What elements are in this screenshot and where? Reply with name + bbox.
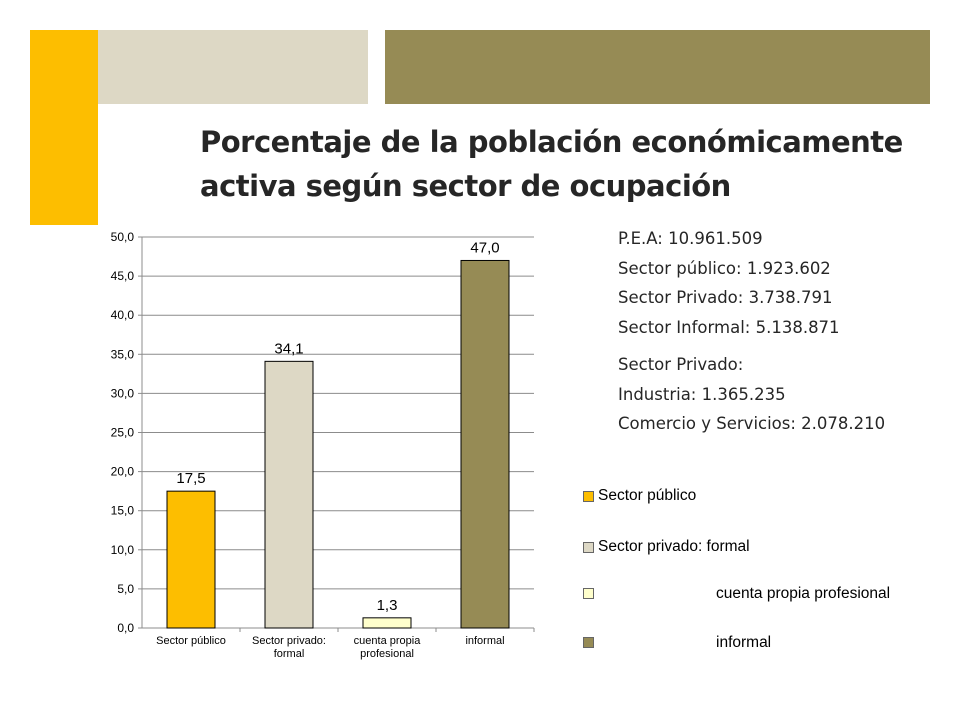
y-tick-label: 5,0 [117,582,134,596]
x-category-label: profesional [360,648,414,660]
stat-industria: Industria: 1.365.235 [618,384,786,404]
legend-swatch [583,588,594,599]
decor-olive-block [385,30,930,104]
bar [166,490,216,629]
x-category-label: formal [274,648,305,660]
x-category-label: cuenta propia [354,635,422,647]
y-tick-label: 45,0 [111,269,135,283]
y-tick-label: 10,0 [111,543,135,557]
legend-item: informal [583,634,771,651]
legend-label: cuenta propia profesional [716,584,891,602]
y-tick-label: 30,0 [111,386,135,400]
stat-privado-heading: Sector Privado: [618,355,744,374]
bar-value-label: 34,1 [274,340,303,357]
y-tick-label: 0,0 [117,621,134,635]
x-category-label: Sector privado: [252,635,326,647]
decor-beige-block [98,30,368,104]
legend-label: Sector público [598,487,697,504]
legend-item: cuenta propia profesional [583,585,890,602]
x-category-label: informal [465,635,504,647]
stat-comercio-servicios: Comercio y Servicios: 2.078.210 [618,414,886,433]
legend-label: informal [716,633,772,651]
stats-panel: P.E.A: 10.961.509 Sector público: 1.923.… [618,224,885,439]
bar-value-label: 47,0 [470,239,499,256]
decor-yellow-block [30,30,98,225]
legend-label: Sector privado: formal [598,538,750,555]
bar [264,360,314,629]
bar-value-label: 17,5 [176,470,205,487]
bar [362,617,412,629]
bar-value-label: 1,3 [377,597,398,614]
legend-item: Sector privado: formal [583,538,750,556]
stat-sector-publico: Sector público: 1.923.602 [618,258,831,278]
legend-swatch [583,490,594,502]
title-line-2: activa según sector de ocupación [200,169,731,203]
bar [460,259,510,629]
stat-pea: P.E.A: 10.961.509 [618,229,763,248]
legend-swatch [583,541,594,553]
stat-sector-privado: Sector Privado: 3.738.791 [618,288,833,307]
y-tick-label: 50,0 [111,230,135,244]
y-tick-label: 25,0 [111,426,135,440]
y-tick-label: 35,0 [111,347,135,361]
x-category-label: Sector público [156,635,226,647]
y-tick-label: 15,0 [111,504,135,518]
stat-sector-informal: Sector Informal: 5.138.871 [618,317,840,337]
y-tick-label: 20,0 [111,465,135,479]
bar-chart: 0,0 5,0 10,0 15,0 20,0 25,0 30,0 35,0 40,0 45,0 50… [111,230,535,660]
legend-item: Sector público [583,487,696,505]
title-line-1: Porcentaje de la población económicament… [200,125,903,159]
legend-swatch [583,637,594,648]
slide-title: Porcentaje de la población económicament… [200,120,920,208]
y-tick-label: 40,0 [111,308,135,322]
